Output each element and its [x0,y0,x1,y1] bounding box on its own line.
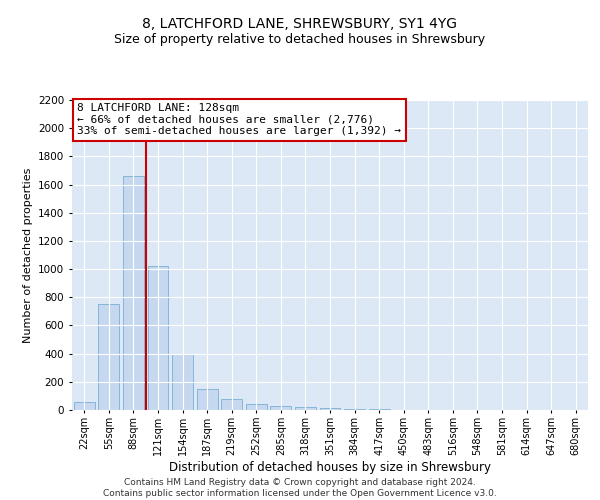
Text: Contains HM Land Registry data © Crown copyright and database right 2024.
Contai: Contains HM Land Registry data © Crown c… [103,478,497,498]
Bar [123,176,144,410]
Bar [197,389,218,410]
Bar [295,407,316,410]
Bar [246,404,267,410]
Text: 8 LATCHFORD LANE: 128sqm
← 66% of detached houses are smaller (2,776)
33% of sem: 8 LATCHFORD LANE: 128sqm ← 66% of detach… [77,103,401,136]
Y-axis label: Number of detached properties: Number of detached properties [23,168,32,342]
Bar [98,304,119,410]
Text: 8, LATCHFORD LANE, SHREWSBURY, SY1 4YG: 8, LATCHFORD LANE, SHREWSBURY, SY1 4YG [143,18,458,32]
Bar [221,400,242,410]
X-axis label: Distribution of detached houses by size in Shrewsbury: Distribution of detached houses by size … [169,460,491,473]
Text: Size of property relative to detached houses in Shrewsbury: Size of property relative to detached ho… [115,32,485,46]
Bar [344,409,365,410]
Bar [74,402,95,410]
Bar [172,354,193,410]
Bar [271,406,292,410]
Bar [320,408,340,410]
Bar [148,266,169,410]
